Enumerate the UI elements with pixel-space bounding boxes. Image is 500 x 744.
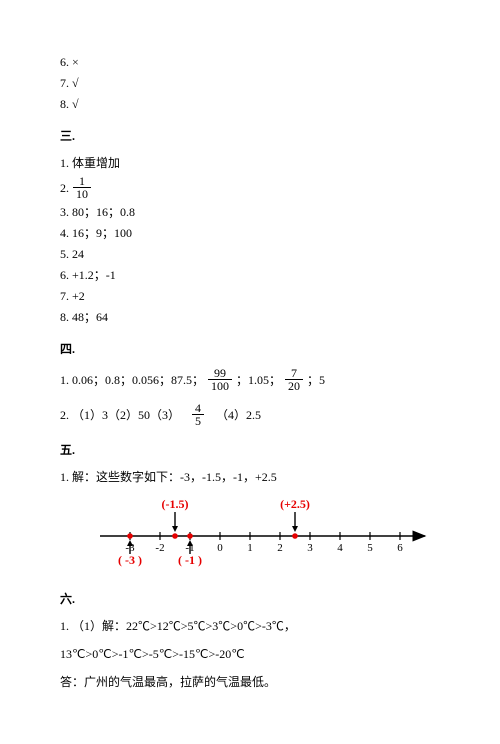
- s3-item-3: 3. 80；16；0.8: [60, 203, 440, 221]
- s3-item-4: 4. 16；9；100: [60, 224, 440, 242]
- s4-item-2: 2. （1）3（2）50（3） 4 5 （4）2.5: [60, 402, 440, 427]
- svg-text:( -1 ): ( -1 ): [178, 553, 202, 567]
- fraction-4-5: 4 5: [192, 402, 204, 427]
- svg-text:4: 4: [337, 542, 343, 554]
- s4-item-1: 1. 0.06；0.8；0.056；87.5； 99 100 ；1.05； 7 …: [60, 367, 440, 392]
- s5-item-1: 1. 解：这些数字如下：-3，-1.5，-1，+2.5: [60, 468, 440, 486]
- s3-item-2: 2. 1 10: [60, 175, 440, 200]
- section-5-heading: 五.: [60, 441, 440, 458]
- fraction-7-20: 7 20: [285, 367, 303, 392]
- s3-item-8: 8. 48；64: [60, 308, 440, 326]
- section-3-heading: 三.: [60, 127, 440, 144]
- s3-item-7: 7. +2: [60, 287, 440, 305]
- top-item-6: 6. ×: [60, 53, 440, 71]
- s4-l2-b: （4）2.5: [216, 406, 261, 424]
- svg-text:(+2.5): (+2.5): [280, 497, 310, 511]
- frac-den: 20: [285, 380, 303, 392]
- fraction-1-10: 1 10: [73, 175, 91, 200]
- section-4-heading: 四.: [60, 340, 440, 357]
- s6-item-2: 13℃>0℃>-1℃>-5℃>-15℃>-20℃: [60, 645, 440, 663]
- svg-text:3: 3: [307, 542, 313, 554]
- s3-item-6: 6. +1.2；-1: [60, 266, 440, 284]
- s4-l1-a: 1. 0.06；0.8；0.056；87.5；: [60, 371, 204, 389]
- frac-den: 10: [73, 188, 91, 200]
- s6-item-3: 答：广州的气温最高，拉萨的气温最低。: [60, 673, 440, 691]
- svg-text:1: 1: [247, 542, 253, 554]
- svg-text:0: 0: [217, 542, 223, 554]
- s4-l2-a: 2. （1）3（2）50（3）: [60, 406, 180, 424]
- s3-item-5: 5. 24: [60, 245, 440, 263]
- s4-l1-b: ；1.05；: [236, 371, 281, 389]
- top-item-8: 8. √: [60, 95, 440, 113]
- s3-item-1: 1. 体重增加: [60, 154, 440, 172]
- svg-text:(-1.5): (-1.5): [162, 497, 189, 511]
- svg-text:-2: -2: [155, 542, 164, 554]
- top-item-7: 7. √: [60, 74, 440, 92]
- fraction-99-100: 99 100: [208, 367, 232, 392]
- svg-text:6: 6: [397, 542, 403, 554]
- frac-den: 100: [208, 380, 232, 392]
- frac-den: 5: [192, 415, 204, 427]
- number-line-diagram: -3-2-10123456( -3 )(-1.5)( -1 )(+2.5): [70, 496, 440, 576]
- s4-l1-c: ；5: [307, 371, 325, 389]
- s6-item-1: 1. （1）解：22℃>12℃>5℃>3℃>0℃>-3℃，: [60, 617, 440, 635]
- svg-text:5: 5: [367, 542, 373, 554]
- svg-text:2: 2: [277, 542, 283, 554]
- section-6-heading: 六.: [60, 590, 440, 607]
- s3-item-2-prefix: 2.: [60, 179, 69, 197]
- svg-text:( -3 ): ( -3 ): [118, 553, 142, 567]
